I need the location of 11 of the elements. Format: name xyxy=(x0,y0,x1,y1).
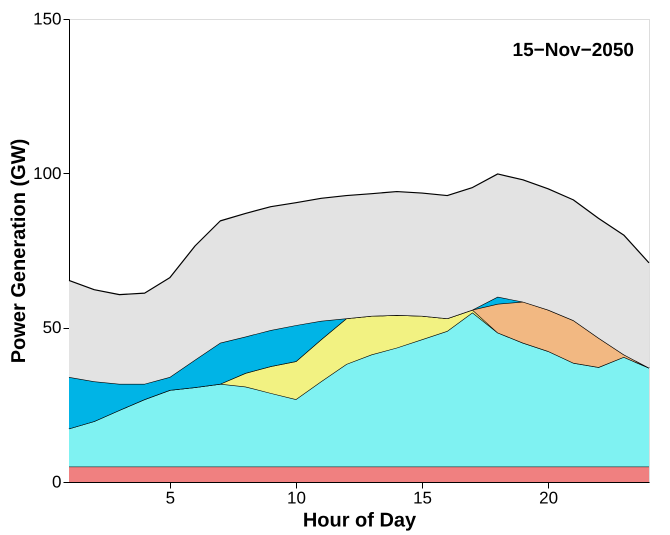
x-tick-label: 5 xyxy=(166,488,176,508)
y-tick-label: 150 xyxy=(33,10,62,28)
x-axis-title: Hour of Day xyxy=(302,510,418,532)
annotation: 15−Nov−2050 xyxy=(512,40,634,61)
x-tick-label: 20 xyxy=(539,488,558,508)
y-axis-title: Power Generation (GW) xyxy=(8,138,30,364)
y-tick-label: 50 xyxy=(42,318,62,338)
x-tick-label: 15 xyxy=(413,488,432,508)
y-tick-label: 100 xyxy=(33,164,62,183)
y-tick-label: 0 xyxy=(52,472,62,492)
x-tick-label: 10 xyxy=(286,488,306,508)
